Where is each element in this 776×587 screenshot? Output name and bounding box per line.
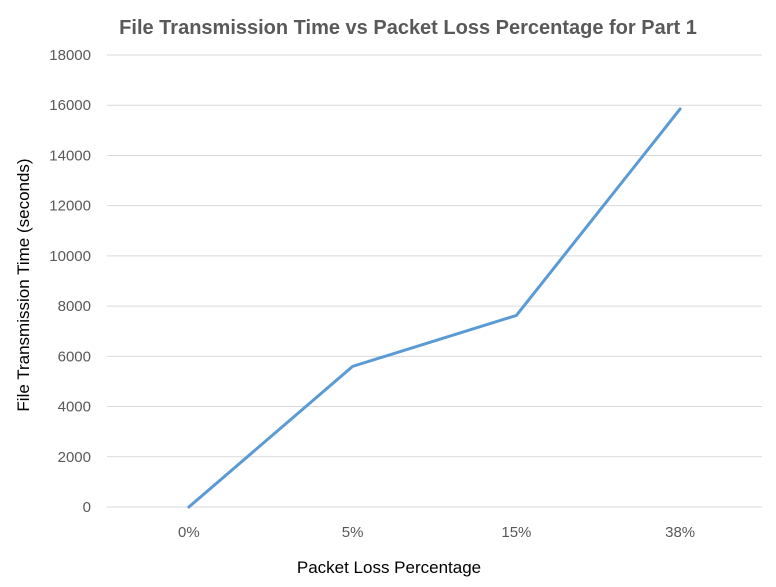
y-tick-label: 14000 bbox=[49, 147, 91, 164]
y-tick-label: 10000 bbox=[49, 248, 91, 265]
chart-title: File Transmission Time vs Packet Loss Pe… bbox=[119, 17, 697, 39]
y-tick-label: 12000 bbox=[49, 198, 91, 215]
y-tick-label: 2000 bbox=[58, 449, 91, 466]
series-layer bbox=[187, 107, 682, 509]
y-tick-label: 4000 bbox=[58, 399, 91, 416]
series-line-0 bbox=[187, 107, 682, 509]
x-axis-label: Packet Loss Percentage bbox=[297, 558, 481, 577]
y-tick-label: 6000 bbox=[58, 348, 91, 365]
x-tick-label: 15% bbox=[501, 524, 531, 541]
x-tick-label: 5% bbox=[342, 524, 364, 541]
y-tick-label: 0 bbox=[83, 499, 91, 516]
y-tick-label: 8000 bbox=[58, 298, 91, 315]
gridlines bbox=[107, 54, 762, 508]
y-axis-ticks: 0 2000 4000 6000 8000 10000 12000 14000 16000 180… bbox=[49, 47, 91, 516]
x-tick-label: 0% bbox=[178, 524, 200, 541]
y-tick-label: 18000 bbox=[49, 47, 91, 64]
y-tick-label: 16000 bbox=[49, 97, 91, 114]
x-tick-label: 38% bbox=[665, 524, 695, 541]
y-axis-label: File Transmission Time (seconds) bbox=[14, 158, 33, 411]
x-axis-ticks: 0% 5% 15% 38% bbox=[178, 524, 695, 541]
